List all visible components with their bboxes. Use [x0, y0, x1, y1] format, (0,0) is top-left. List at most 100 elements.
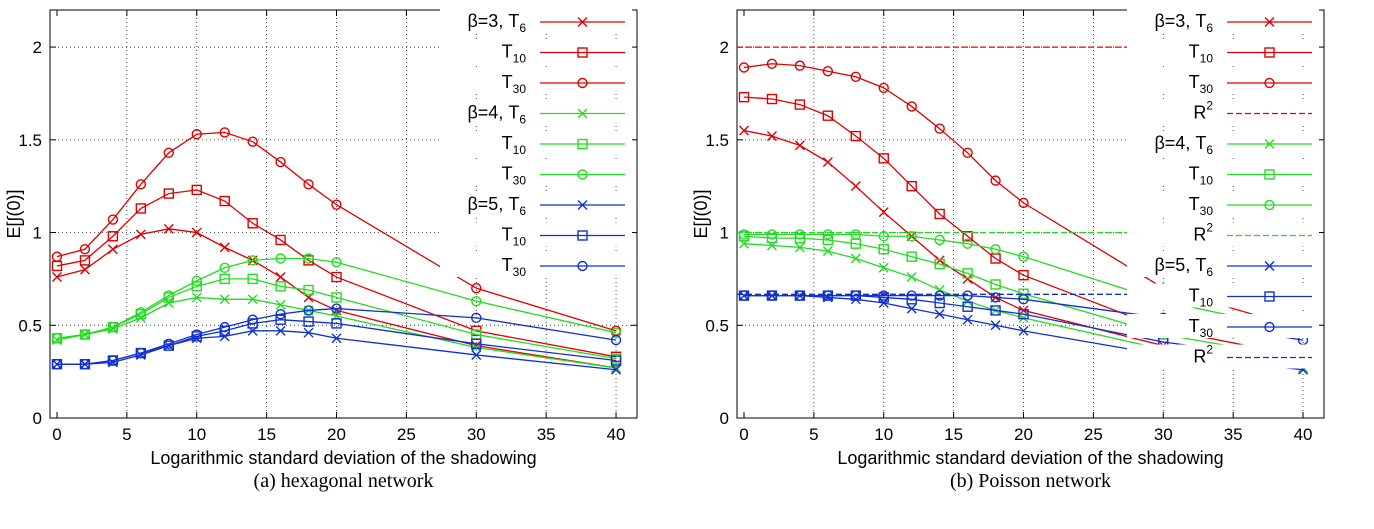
data-point-square [878, 244, 889, 255]
legend-label: β=5, T6 [1154, 255, 1213, 279]
data-point-x [1264, 261, 1275, 271]
series-line [56, 307, 617, 365]
data-point-square [219, 195, 230, 207]
data-point-x [822, 246, 833, 257]
series-line [743, 96, 1304, 358]
data-point-x [1264, 139, 1275, 149]
data-point-square [247, 318, 258, 329]
caption-hexagonal: (a) hexagonal network [253, 470, 434, 492]
data-point-circle [738, 290, 750, 301]
data-point-circle [471, 312, 482, 324]
data-point-square [79, 255, 91, 266]
series-line [743, 63, 1304, 330]
series-1 [51, 184, 622, 362]
data-point-circle [191, 329, 202, 340]
data-point-x [275, 299, 286, 310]
data-point-circle [471, 295, 482, 307]
legend: β=3, T6 T10 T30 β=4, T6 T10 T30 β=5, T6 T10 T30 [440, 9, 632, 279]
y-tick-label: 1 [720, 224, 729, 243]
data-point-circle [219, 262, 230, 273]
y-tick-label: 2 [33, 38, 42, 57]
x-tick-label: 0 [52, 425, 61, 444]
legend-label: T30 [502, 164, 527, 188]
data-point-x [471, 349, 482, 360]
data-point-square [219, 325, 230, 337]
data-point-circle [794, 290, 806, 301]
legend-item: T10 [1127, 39, 1319, 66]
series-5 [51, 253, 622, 344]
data-point-circle [906, 101, 917, 112]
data-point-square [471, 338, 482, 350]
legend-item: β=5, T6 [440, 192, 632, 218]
data-point-circle [610, 327, 622, 338]
data-point-x [191, 227, 202, 238]
legend-label: R2 [1193, 221, 1213, 245]
series-10 [738, 290, 1309, 346]
data-point-square [303, 284, 314, 296]
data-point-x [577, 200, 588, 210]
data-point-x [163, 223, 174, 234]
data-point-square [962, 231, 973, 242]
data-point-square [1018, 308, 1029, 320]
y-tick-label: 0.5 [705, 316, 729, 335]
legend-label: R2 [1193, 343, 1213, 367]
data-point-circle [275, 156, 286, 168]
x-tick-label: 10 [874, 425, 893, 444]
legend-label: β=4, T6 [467, 103, 526, 127]
data-point-square [1264, 47, 1275, 58]
legend-bg [1127, 39, 1319, 64]
series-line [56, 131, 617, 332]
series-line [56, 189, 617, 358]
legend-item: R2 [1127, 221, 1319, 247]
data-point-circle [191, 275, 202, 286]
data-point-circle [247, 136, 258, 147]
x-tick-label: 35 [1224, 425, 1243, 444]
data-point-x [906, 303, 917, 314]
legend-item: T10 [1127, 161, 1319, 188]
data-point-circle [1264, 199, 1275, 211]
data-point-square [275, 314, 286, 325]
legend-bg [1127, 9, 1319, 33]
data-point-square [1264, 169, 1275, 180]
x-tick-label: 40 [1294, 425, 1313, 444]
data-point-x [766, 131, 777, 142]
data-point-circle [1018, 197, 1029, 209]
legend-bg [1127, 253, 1319, 277]
x-tick-label: 0 [739, 425, 748, 444]
legend-label: T10 [1189, 286, 1214, 310]
y-tick-label: 0 [33, 409, 42, 428]
data-point-circle [738, 229, 750, 240]
data-point-circle [577, 169, 588, 180]
data-point-square [906, 180, 917, 192]
legend-label: T10 [1189, 42, 1214, 66]
data-point-x [163, 298, 174, 309]
legend-item: T30 [440, 161, 632, 188]
data-point-circle [990, 244, 1001, 255]
data-point-square [934, 297, 945, 309]
x-tick-label: 5 [122, 425, 131, 444]
x-tick-label: 30 [467, 425, 486, 444]
series-2 [738, 58, 1309, 335]
data-point-circle [331, 303, 342, 314]
data-point-circle [878, 82, 889, 94]
chart-hexagonal-network: 0 5 10 15 20 25 30 35 40 0 0.5 1 1.5 2 Logarithmic sta… [4, 9, 638, 468]
x-tick-label: 25 [397, 425, 416, 444]
data-point-x [1018, 325, 1029, 336]
data-point-x [275, 325, 286, 336]
data-point-x [794, 140, 805, 151]
data-point-square [247, 218, 258, 229]
legend-item: R2 [1127, 343, 1319, 369]
data-point-circle [191, 129, 202, 140]
legend-label: T10 [1189, 164, 1214, 188]
data-point-circle [107, 355, 119, 366]
data-point-square [766, 232, 778, 244]
data-point-x [934, 309, 945, 320]
legend-item: β=3, T6 [440, 9, 632, 35]
data-point-circle [766, 229, 778, 240]
legend-item: T30 [1127, 70, 1319, 96]
x-tick-label: 40 [607, 425, 626, 444]
legend-bg [1127, 192, 1319, 216]
data-point-square [577, 47, 588, 58]
data-point-circle [219, 127, 230, 138]
data-point-circle [822, 65, 834, 77]
